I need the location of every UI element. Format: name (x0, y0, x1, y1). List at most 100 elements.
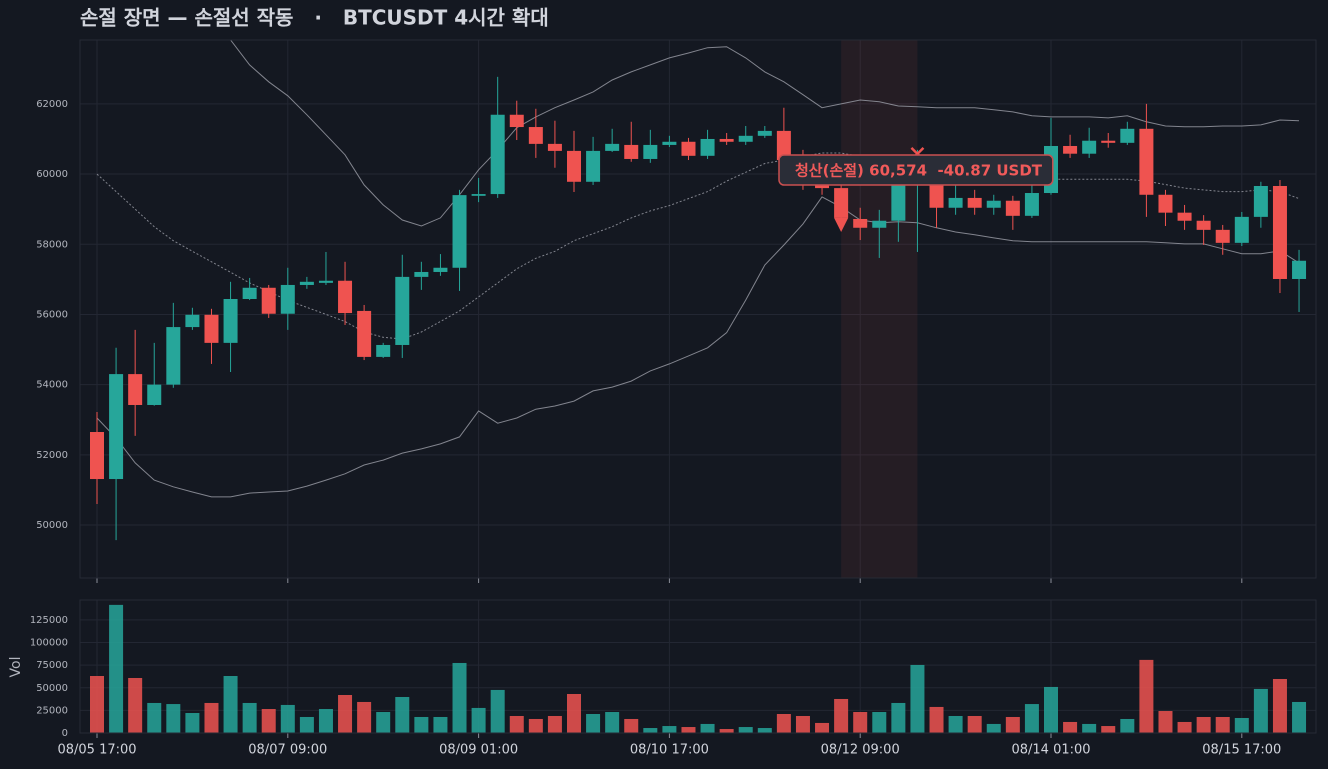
overlay: 50000 52000 54000 56000 58000 60000 62000 0 2500… (30, 99, 1316, 758)
volume-bar (662, 726, 677, 733)
candle-body (528, 127, 543, 144)
volume-bar (815, 722, 830, 733)
volume-bar (1063, 721, 1078, 733)
volume-bar (1005, 716, 1020, 733)
candle-body (986, 200, 1001, 208)
x-tick-label: 08/07 09:00 (248, 743, 327, 758)
volume-bar (1044, 686, 1058, 733)
candle-body (948, 197, 963, 208)
volume-bar (1177, 721, 1192, 733)
volume-bar (834, 698, 849, 733)
x-tick-label: 08/10 17:00 (630, 743, 709, 758)
y-tick-label: 125000 (30, 615, 68, 626)
price-panel (80, 40, 1316, 578)
candle-body (376, 344, 391, 357)
candle-body (1253, 185, 1268, 217)
candle-body (261, 287, 276, 314)
candle-body (1292, 260, 1307, 279)
candle-body (90, 432, 104, 480)
candle-body (834, 188, 849, 218)
candle-body (586, 150, 601, 182)
volume-bar (967, 715, 982, 733)
band-upper (229, 40, 1300, 227)
x-tick-label: 08/09 01:00 (439, 743, 518, 758)
volume-bar (1215, 716, 1230, 733)
candle-body (357, 310, 372, 357)
candle-body (738, 135, 753, 142)
volume-bar (242, 702, 257, 733)
candle-body (452, 195, 467, 268)
candle-body (1120, 128, 1135, 143)
candle-body (395, 276, 410, 345)
volume-bar (891, 702, 906, 733)
candle-body (299, 281, 314, 285)
y-tick-label: 50000 (36, 520, 68, 531)
candle-body (719, 138, 734, 142)
y-tick-label: 25000 (36, 705, 68, 716)
candle-body (280, 284, 295, 314)
y-tick-label: 62000 (36, 99, 68, 110)
volume-bar (567, 694, 581, 733)
volume-bar (1139, 659, 1154, 733)
volume-bar (185, 713, 200, 733)
candle-body (414, 271, 429, 277)
candle-body (757, 130, 772, 136)
volume-bar (223, 676, 238, 733)
highlight-zone (841, 40, 918, 578)
candle-body (1196, 220, 1211, 230)
volume-bar (757, 728, 772, 733)
volume-bar (700, 723, 715, 733)
volume-bar (547, 715, 562, 733)
volume-bar (1082, 723, 1097, 733)
candle-body (929, 180, 944, 208)
volume-bar (1253, 688, 1268, 733)
y-tick-label: 58000 (36, 239, 68, 250)
volume-bar (299, 716, 314, 733)
candle-body (547, 143, 562, 151)
volume-bar (681, 727, 696, 733)
volume-bar (433, 716, 448, 733)
y-axis-label: Vol (8, 657, 24, 678)
volume-bar (738, 727, 753, 733)
volume-bar (605, 712, 620, 733)
candle-body (1177, 212, 1192, 221)
candle-body (815, 184, 830, 189)
candle-body (509, 114, 524, 128)
volume-bar (1024, 704, 1039, 733)
x-tick-label: 08/14 01:00 (1011, 743, 1090, 758)
volume-bar (910, 664, 925, 733)
volume-bar (929, 706, 944, 733)
y-tick-label: 75000 (36, 660, 68, 671)
volume-bar (948, 715, 963, 733)
y-tick-label: 56000 (36, 309, 68, 320)
volume-bar (1234, 717, 1249, 733)
volume-bar (1158, 711, 1173, 733)
candle-body (1139, 128, 1154, 195)
volume-bar (1272, 678, 1287, 733)
candle-body (471, 194, 486, 196)
volume-bar (795, 715, 810, 733)
volume-bar (509, 715, 524, 733)
volume-bar (1292, 701, 1307, 733)
candle-body (1101, 140, 1116, 143)
grid (80, 40, 1316, 578)
volume-bar (318, 709, 333, 733)
candle-body (1215, 229, 1230, 243)
volume-bar (338, 695, 353, 733)
y-tick-label: 50000 (36, 683, 68, 694)
volume-bar (872, 712, 887, 733)
candle-body (1158, 194, 1173, 213)
volume-bar (1101, 726, 1116, 733)
y-tick-label: 52000 (36, 450, 68, 461)
volume-bar (280, 704, 295, 733)
entry-marker (834, 218, 849, 233)
candle-body (1234, 216, 1249, 243)
candle-body (109, 374, 124, 480)
band-middle (96, 152, 1300, 340)
x-tick-label: 08/12 09:00 (821, 743, 900, 758)
volume-bar (624, 718, 639, 733)
x-tick-label: 08/15 17:00 (1202, 743, 1281, 758)
volume-bar (853, 712, 868, 733)
candle-body (776, 130, 791, 161)
